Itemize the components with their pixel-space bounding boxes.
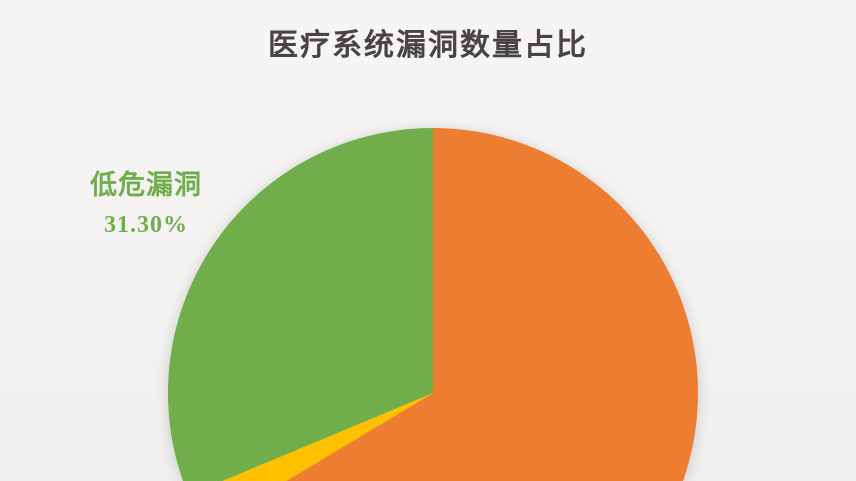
pie-label-low-risk: 低危漏洞 31.30% xyxy=(84,170,208,238)
pie-slice-0 xyxy=(286,128,698,481)
pie-label-percentage: 31.30% xyxy=(104,212,188,238)
pie-slice-2 xyxy=(168,128,433,481)
chart-title: 医疗系统漏洞数量占比 xyxy=(268,29,588,62)
pie-label-category: 低危漏洞 xyxy=(90,170,202,200)
